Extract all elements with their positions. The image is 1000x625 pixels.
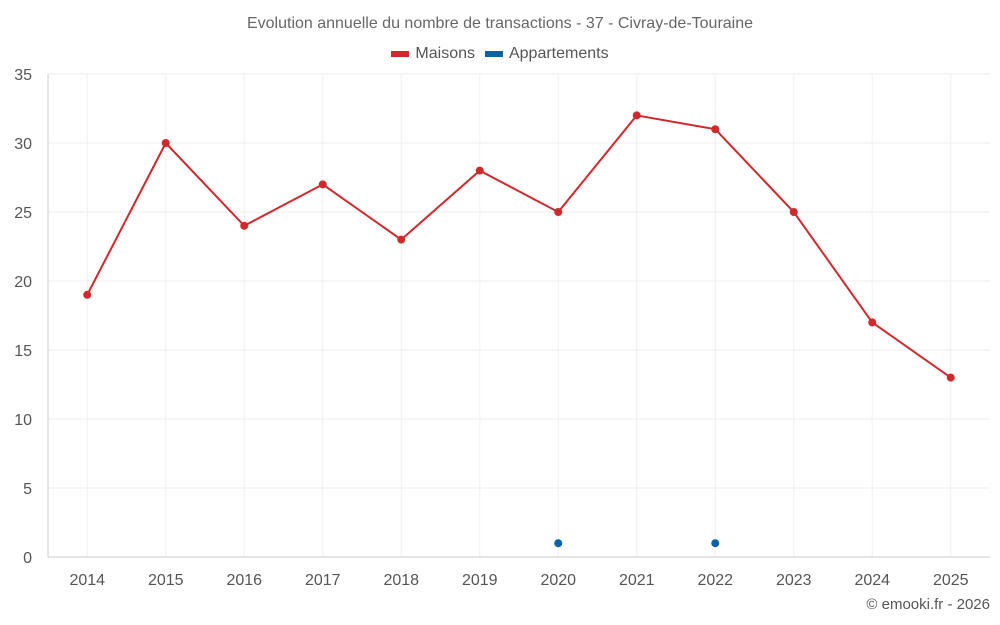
y-tick-label: 30 bbox=[14, 136, 32, 153]
x-tick-label: 2025 bbox=[933, 572, 969, 589]
data-point-maisons bbox=[632, 111, 641, 120]
y-tick-label: 15 bbox=[14, 343, 32, 360]
y-tick-label: 25 bbox=[14, 205, 32, 222]
data-point-maisons bbox=[240, 221, 249, 230]
x-tick-label: 2016 bbox=[226, 572, 262, 589]
y-tick-label: 5 bbox=[23, 481, 32, 498]
data-point-maisons bbox=[946, 373, 955, 382]
x-tick-label: 2022 bbox=[697, 572, 733, 589]
y-tick-label: 10 bbox=[14, 412, 32, 429]
data-point-maisons bbox=[868, 318, 877, 327]
data-point-maisons bbox=[711, 125, 720, 134]
series-line-maisons bbox=[86, 114, 952, 379]
legend-swatch-appartements bbox=[484, 51, 503, 57]
y-tick-label: 0 bbox=[23, 550, 32, 567]
x-tick-label: 2018 bbox=[383, 572, 419, 589]
data-point-maisons bbox=[397, 235, 406, 244]
x-tick-label: 2023 bbox=[776, 572, 812, 589]
data-point-appartements bbox=[711, 539, 720, 548]
data-point-maisons bbox=[554, 208, 563, 216]
x-tick-label: 2017 bbox=[305, 572, 341, 589]
legend-swatch-maisons bbox=[391, 51, 410, 57]
x-tick-label: 2021 bbox=[619, 572, 655, 589]
legend-item-appartements[interactable]: Appartements bbox=[484, 45, 609, 63]
x-tick-label: 2014 bbox=[69, 572, 105, 589]
x-tick-label: 2019 bbox=[462, 572, 498, 589]
data-point-maisons bbox=[83, 290, 92, 299]
data-point-maisons bbox=[318, 180, 327, 189]
legend: Maisons Appartements bbox=[0, 45, 1000, 63]
data-point-maisons bbox=[161, 139, 170, 147]
legend-label-maisons: Maisons bbox=[415, 45, 475, 62]
y-tick-label: 35 bbox=[14, 67, 32, 84]
credit-text: © emooki.fr - 2026 bbox=[866, 596, 990, 613]
x-tick-label: 2024 bbox=[854, 572, 890, 589]
x-tick-label: 2020 bbox=[540, 572, 576, 589]
legend-item-maisons[interactable]: Maisons bbox=[391, 45, 475, 63]
data-point-appartements bbox=[554, 539, 563, 548]
x-tick-label: 2015 bbox=[148, 572, 184, 589]
data-point-maisons bbox=[475, 166, 484, 175]
y-tick-label: 20 bbox=[14, 274, 32, 291]
chart-title: Evolution annuelle du nombre de transact… bbox=[246, 15, 754, 32]
legend-label-appartements: Appartements bbox=[508, 45, 609, 62]
data-point-maisons bbox=[789, 208, 798, 216]
